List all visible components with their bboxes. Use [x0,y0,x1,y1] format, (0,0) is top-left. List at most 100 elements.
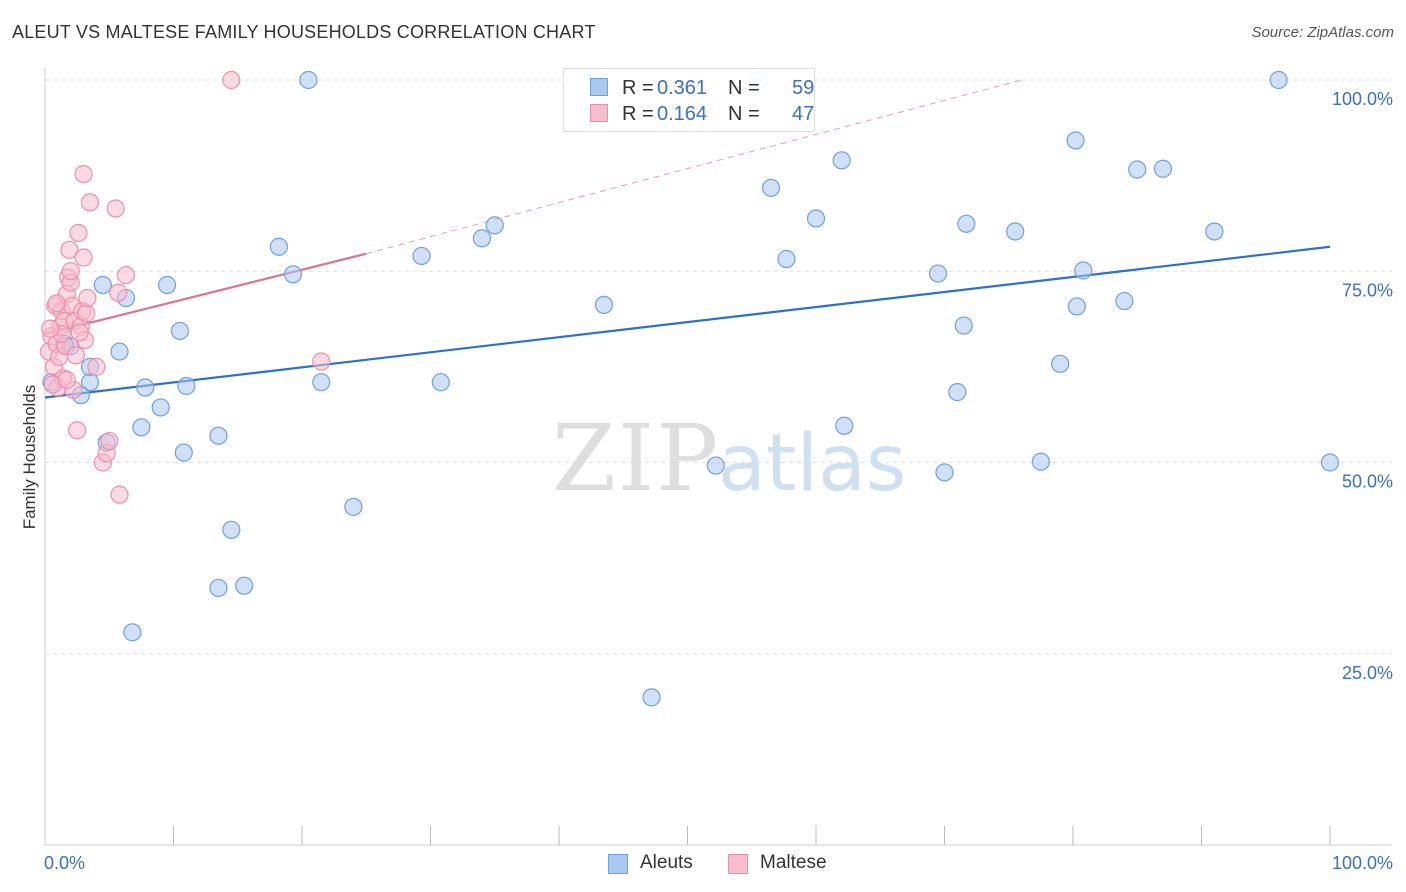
maltese-point [69,223,88,243]
aleut-point [1067,297,1086,316]
n-value: 47 [792,103,815,125]
watermark-atlas: atlas [718,419,907,509]
aleuts-swatch-icon [590,78,608,96]
aleut-point [761,178,781,197]
aleut-point [93,275,112,295]
legend-label: Maltese [760,852,827,873]
watermark: ZIP atlas [552,405,907,512]
maltese-point [109,283,128,302]
aleut-point [928,264,948,283]
aleut-point [777,249,796,269]
aleut-point [1074,261,1093,280]
aleut-point [935,463,954,482]
aleut-point [1066,131,1085,150]
aleuts-trend-line [44,245,1331,399]
aleut-point [412,246,431,266]
aleut-point [299,70,318,90]
x-tick-label: 100.0% [1332,853,1393,873]
aleut-point [1115,291,1134,311]
maltese-point [116,265,136,285]
aleut-point [123,623,142,642]
legend-item-aleuts: Aleuts [608,852,718,876]
legend-label: Aleuts [640,852,693,873]
maltese-point [106,199,125,218]
r-value: 0.164 [657,103,708,125]
aleut-point [1269,70,1288,90]
maltese-point [100,431,119,451]
aleut-point [1320,453,1340,472]
aleut-point [948,383,967,402]
maltese-point [74,248,93,267]
aleut-point [344,497,363,516]
aleut-point [151,398,170,417]
aleut-point [957,214,976,233]
maltese-point [222,70,241,90]
maltese-point [60,240,79,259]
aleut-point [222,520,241,539]
y-axis-label: Family Households [20,385,39,530]
aleut-point [431,373,450,392]
watermark-zip: ZIP [552,405,720,512]
x-tick-label: 0.0% [44,853,85,873]
aleut-point [1205,222,1224,241]
aleut-point [642,688,661,707]
aleut-point [485,216,504,235]
aleut-point [472,229,491,248]
maltese-point [66,346,85,365]
aleut-point [1031,452,1050,471]
aleut-point [832,151,851,170]
maltese-swatch-icon [590,104,608,122]
r-label: R = [622,77,654,99]
aleut-point [283,265,303,284]
maltese-trend-line [44,252,367,336]
y-tick-label: 50.0% [1342,472,1393,492]
aleuts-legend-icon [608,854,628,874]
trend-lines [44,79,1331,399]
aleut-point [132,418,151,437]
maltese-point [70,323,89,342]
stats-row-maltese: R = 0.164 N = 47 [564,101,814,127]
maltese-point [74,164,93,184]
data-points [39,70,1340,707]
axes [44,68,1392,846]
aleut-point [312,373,331,392]
maltese-point [68,421,87,440]
aleut-point [706,456,725,475]
y-tick-label: 75.0% [1342,280,1393,300]
aleut-point [136,378,155,397]
chart-source: Source: ZipAtlas.com [1251,24,1394,41]
maltese-point [78,288,97,308]
grid-lines [45,79,1392,655]
maltese-trend-extension [366,79,1022,255]
chart-title: ALEUT VS MALTESE FAMILY HOUSEHOLDS CORRE… [12,22,596,42]
maltese-point [57,370,76,389]
aleut-point [235,576,254,595]
tick-labels: 25.0% 50.0% 75.0% 100.0% 0.0% 100.0% [44,89,1393,873]
n-label: N = [728,103,760,125]
y-tick-label: 100.0% [1332,89,1393,109]
stats-row-aleuts: R = 0.361 N = 59 [564,75,814,101]
maltese-point [87,357,106,376]
aleut-point [269,237,288,256]
aleut-point [170,321,190,341]
maltese-point [110,485,129,504]
aleut-point [174,443,193,462]
maltese-point [80,193,100,212]
aleut-point [157,275,177,295]
aleut-point [209,578,228,598]
maltese-legend-icon [728,854,748,874]
aleut-point [594,295,614,315]
maltese-point [41,319,60,338]
aleut-point [1051,354,1070,373]
n-value: 59 [792,77,815,99]
aleut-point [209,426,228,445]
aleut-point [1128,160,1147,179]
n-label: N = [728,77,760,99]
y-tick-label: 25.0% [1342,663,1393,683]
maltese-point [312,352,331,371]
r-value: 0.361 [657,77,708,99]
correlation-stats-box: R = 0.361 N = 59 R = 0.164 N = 47 [563,68,815,132]
aleut-point [954,316,973,335]
r-label: R = [622,103,654,125]
maltese-point [47,294,66,313]
